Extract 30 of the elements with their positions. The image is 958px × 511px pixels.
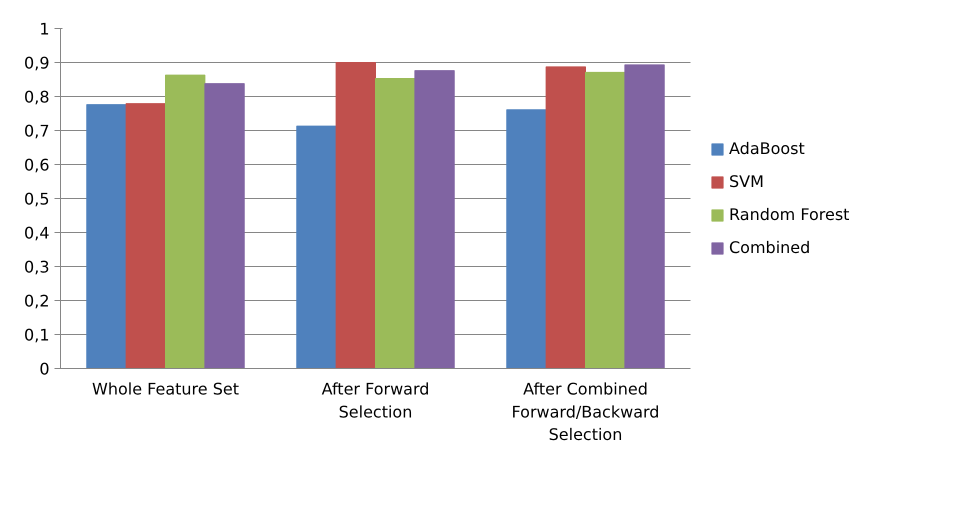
bar — [86, 104, 127, 368]
x-tick-label: After Combined Forward/Backward Selection — [512, 380, 660, 444]
bar — [204, 83, 245, 368]
y-tick-label: 0,5 — [24, 190, 50, 208]
bar — [414, 70, 455, 368]
bar — [375, 78, 416, 368]
y-tick-label: 0,7 — [24, 122, 50, 140]
legend-label: Random Forest — [729, 205, 850, 224]
legend-label: Combined — [729, 238, 810, 257]
bar — [546, 66, 586, 368]
bar — [624, 64, 665, 368]
bar — [165, 74, 206, 368]
legend-label: SVM — [729, 172, 764, 191]
x-tick-label: Whole Feature Set — [92, 380, 239, 398]
y-tick-label: 0,4 — [24, 224, 50, 242]
y-tick-label: 0,3 — [24, 258, 50, 276]
y-tick-label: 0,8 — [24, 88, 50, 106]
bar — [296, 126, 337, 368]
bar — [126, 103, 166, 368]
y-tick-label: 0,1 — [24, 326, 50, 344]
bar — [336, 62, 376, 368]
y-tick-label: 1 — [39, 20, 50, 38]
bar — [585, 72, 626, 368]
bar — [506, 109, 547, 368]
x-tick-label: After Forward Selection — [322, 380, 430, 422]
y-tick-label: 0,2 — [24, 292, 50, 310]
y-tick-label: 0,6 — [24, 156, 50, 174]
legend-label: AdaBoost — [729, 139, 805, 158]
y-tick-label: 0,9 — [24, 54, 50, 72]
y-tick-label: 0 — [39, 360, 50, 378]
